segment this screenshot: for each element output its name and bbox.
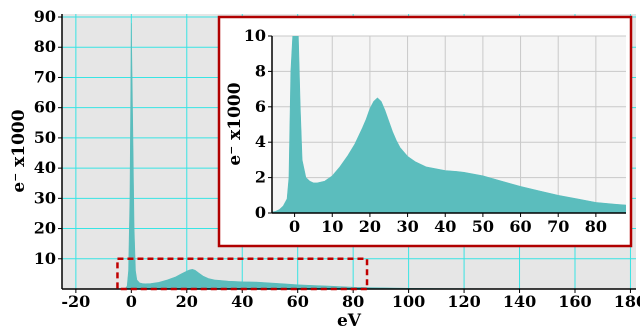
inset-y-tick-label: 10 <box>244 26 266 45</box>
main-y-tick-label: 80 <box>34 37 56 56</box>
inset-x-tick-label: 20 <box>359 217 381 236</box>
inset-y-tick-label: 6 <box>255 97 266 116</box>
main-y-tick-label: 20 <box>34 219 56 238</box>
inset-x-tick-label: 70 <box>547 217 569 236</box>
inset-x-tick-label: 60 <box>509 217 531 236</box>
main-x-tick-label: 120 <box>447 292 480 311</box>
main-y-tick-label: 30 <box>34 188 56 207</box>
inset-x-tick-label: 30 <box>396 217 418 236</box>
main-x-tick-label: 0 <box>126 292 137 311</box>
inset-y-tick-label: 8 <box>255 61 266 80</box>
inset-spectrum-area <box>272 36 626 213</box>
main-x-tick-label: 60 <box>287 292 309 311</box>
main-x-tick-label: 100 <box>392 292 425 311</box>
inset-x-tick-label: 50 <box>472 217 494 236</box>
main-y-axis-title: e⁻ x1000 <box>9 109 29 192</box>
main-x-tick-label: 40 <box>231 292 253 311</box>
main-x-tick-label: 80 <box>342 292 364 311</box>
inset-y-axis-title: e⁻ x1000 <box>225 82 245 165</box>
main-y-tick-label: 10 <box>34 249 56 268</box>
inset-y-tick-label: 0 <box>255 203 266 222</box>
inset-x-tick-label: 80 <box>585 217 607 236</box>
main-x-axis-title: eV <box>337 311 362 331</box>
inset-x-tick-label: 40 <box>434 217 456 236</box>
zoom-highlight-box <box>116 257 369 291</box>
main-x-tick-label: 20 <box>176 292 198 311</box>
main-y-tick-label: 70 <box>34 67 56 86</box>
inset-plot: 0 10 20 30 40 50 60 70 80 0 2 4 6 8 10 e⁻ x1000 <box>217 15 633 248</box>
main-y-tick-label: 90 <box>34 7 56 26</box>
inset-y-tick-label: 2 <box>255 168 266 187</box>
inset-x-tick-label: 0 <box>289 217 300 236</box>
inset-y-tick-label: 4 <box>255 132 266 151</box>
main-y-tick-label: 40 <box>34 158 56 177</box>
main-x-tick-label: 180 <box>614 292 640 311</box>
inset-x-tick-label: 10 <box>321 217 343 236</box>
main-x-tick-label: 140 <box>503 292 536 311</box>
main-x-tick-label: 160 <box>558 292 591 311</box>
zoom-region <box>116 257 369 291</box>
main-x-tick-label: -20 <box>61 292 90 311</box>
main-y-tick-label: 50 <box>34 128 56 147</box>
main-y-tick-label: 60 <box>34 98 56 117</box>
